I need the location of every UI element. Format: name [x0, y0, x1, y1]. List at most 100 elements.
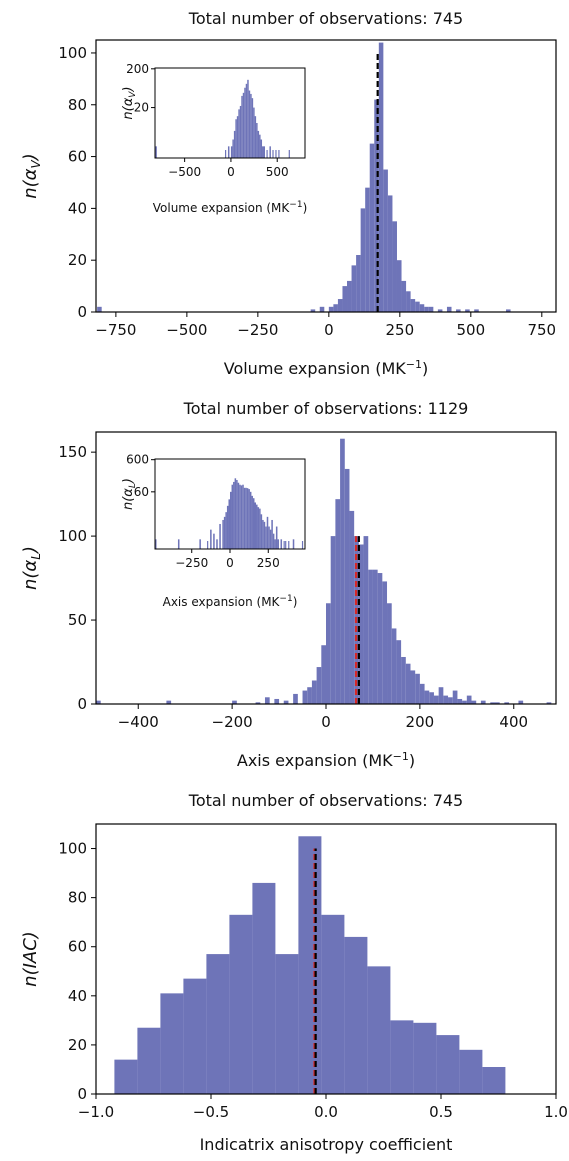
- x-tick-label: −400: [118, 713, 159, 731]
- histogram-bar: [465, 309, 470, 312]
- inset-bar: [225, 512, 227, 549]
- histogram-bar: [328, 306, 334, 312]
- histogram-bar: [275, 954, 299, 1094]
- x-tick-label: 500: [456, 321, 485, 339]
- x-axis-label: Axis expansion (MK−1): [237, 750, 415, 770]
- histogram-bar: [321, 645, 326, 704]
- inset-bar: [272, 150, 274, 158]
- histogram-bar: [433, 695, 439, 704]
- x-tick-label: 0.0: [314, 1103, 338, 1121]
- histogram-bar: [229, 914, 253, 1094]
- y-tick-label: 50: [68, 611, 87, 629]
- histogram-bar: [330, 536, 336, 704]
- y-axis-label: n(IAC): [20, 931, 41, 987]
- x-axis-label: Volume expansion (MK−1): [224, 358, 429, 378]
- histogram-bar: [437, 309, 443, 312]
- histogram-bar: [183, 978, 207, 1094]
- inset-bar: [259, 508, 261, 549]
- x-tick-label: −500: [166, 321, 207, 339]
- histogram-bar: [390, 1020, 414, 1094]
- x-tick-label: 250: [386, 321, 415, 339]
- inset-bar: [239, 484, 241, 549]
- inset-bar: [278, 150, 280, 158]
- inset-bar: [207, 541, 209, 549]
- histogram-bar: [474, 309, 479, 312]
- inset-bar: [269, 529, 272, 549]
- histogram-bar: [255, 702, 261, 704]
- histogram-bar: [413, 1022, 437, 1094]
- histogram-bar: [424, 690, 430, 704]
- chart-title: Total number of observations: 1129: [183, 399, 469, 418]
- inset-bar: [292, 539, 295, 549]
- x-tick-label: 400: [499, 713, 528, 731]
- histogram-bar: [302, 690, 308, 704]
- inset-bar: [254, 502, 257, 549]
- histogram-bar: [415, 301, 420, 312]
- histogram-bar: [232, 700, 237, 704]
- histogram-bar: [396, 640, 402, 704]
- inset-bar: [250, 93, 252, 158]
- histogram-bar: [504, 702, 510, 704]
- histogram-bar: [335, 499, 341, 704]
- inset-bar: [222, 519, 224, 549]
- histogram-bar: [436, 1035, 460, 1094]
- inset-y-axis-label: n(αL): [121, 478, 138, 510]
- inset-bar: [240, 485, 243, 549]
- histogram-bar: [333, 304, 338, 312]
- inset-bar: [245, 83, 248, 158]
- histogram-bar: [387, 195, 393, 312]
- y-tick-label: 20: [68, 1036, 87, 1054]
- inset-bar: [256, 122, 258, 158]
- histogram-bar: [401, 656, 406, 704]
- inset-bar: [288, 150, 290, 158]
- histogram-bar: [206, 954, 230, 1094]
- inset-chart: −500 0 500 20 200 Volume expansion (MK−1) n(αV…: [121, 62, 307, 215]
- inset-bar: [275, 150, 277, 158]
- inset-background: [155, 68, 305, 158]
- inset-bar: [235, 119, 237, 158]
- inset-bar: [275, 526, 278, 549]
- chart-title: Total number of observations: 745: [188, 791, 463, 810]
- inset-bar: [225, 150, 227, 158]
- y-tick-label: 60: [68, 148, 87, 166]
- chart-panel-3: Total number of observations: 745 −1.0 −0.…: [20, 791, 568, 1154]
- inset-bar: [228, 499, 230, 549]
- inset-bar: [236, 116, 239, 158]
- histogram-bar: [367, 966, 391, 1094]
- histogram-bar: [283, 700, 289, 704]
- inset-y-tick-label: 60: [134, 485, 149, 499]
- x-tick-label: −250: [237, 321, 278, 339]
- histogram-bar: [415, 673, 420, 704]
- histogram-bar: [114, 1059, 138, 1094]
- y-tick-label: 150: [58, 443, 87, 461]
- histogram-bar: [311, 680, 317, 704]
- histogram-bar: [160, 993, 184, 1094]
- inset-bar: [257, 507, 260, 549]
- inset-bar: [244, 87, 246, 158]
- y-tick-label: 40: [68, 987, 87, 1005]
- y-tick-label: 0: [77, 695, 87, 713]
- inset-bar: [262, 519, 264, 549]
- inset-bar: [265, 526, 267, 549]
- x-tick-label: −0.5: [193, 1103, 229, 1121]
- inset-bar: [227, 146, 230, 158]
- inset-bar: [245, 487, 247, 549]
- histogram-bar: [369, 143, 375, 312]
- inset-y-tick-label: 600: [126, 453, 149, 467]
- inset-bar: [266, 516, 269, 549]
- histogram-bar: [137, 1027, 161, 1094]
- inset-bar: [263, 146, 265, 158]
- inset-frame: [154, 67, 306, 159]
- histogram-bar: [457, 698, 463, 704]
- inset-bar: [288, 541, 290, 549]
- histogram-bar: [351, 265, 357, 312]
- inset-y-tick-label: 200: [126, 62, 149, 76]
- histogram-bar: [310, 309, 316, 312]
- histogram-bar: [372, 569, 378, 704]
- inset-bar: [249, 491, 252, 549]
- inset-bar: [155, 146, 157, 158]
- histogram-bar: [518, 700, 524, 704]
- histogram-bar: [387, 603, 392, 704]
- histogram-bar: [466, 695, 472, 704]
- inset-x-tick-label: 500: [266, 165, 289, 179]
